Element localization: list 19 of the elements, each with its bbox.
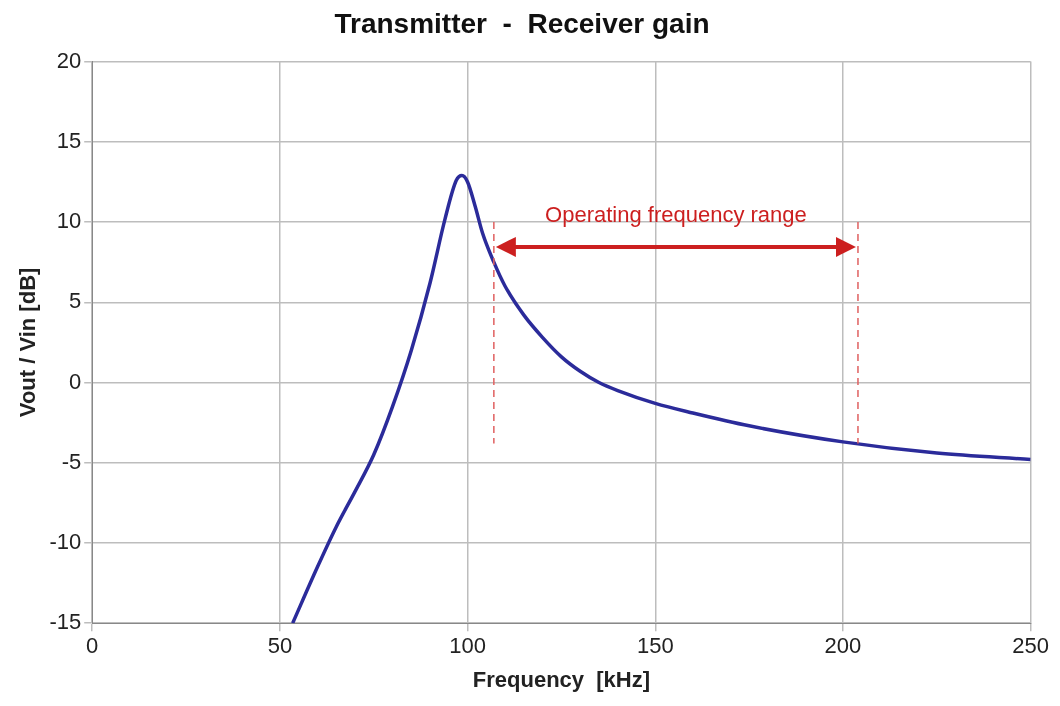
x-axis-title: Frequency [kHz] (472, 666, 651, 692)
x-tick-label: 250 (1012, 633, 1050, 659)
x-tick-label: 150 (636, 633, 674, 659)
x-tick-label: 50 (267, 633, 293, 659)
chart-title: Transmitter - Receiver gain (334, 7, 710, 39)
x-tick-label: 200 (824, 633, 862, 659)
y-axis-title: Vout / Vin [dB] (15, 267, 41, 418)
y-tick-label: 5 (68, 288, 82, 314)
y-tick-label: 0 (68, 368, 82, 394)
y-tick-label: 10 (56, 208, 82, 234)
annotation: Operating frequency range (545, 201, 807, 227)
y-tick-label: 15 (56, 127, 82, 153)
x-tick-label: 100 (449, 633, 486, 659)
x-tick-label: 0 (86, 633, 99, 659)
y-tick-label: -5 (61, 448, 82, 474)
line-series (290, 173, 1031, 624)
y-tick-label: -15 (49, 609, 82, 635)
y-tick-label: -10 (49, 529, 82, 555)
y-tick-label: 20 (56, 47, 82, 73)
